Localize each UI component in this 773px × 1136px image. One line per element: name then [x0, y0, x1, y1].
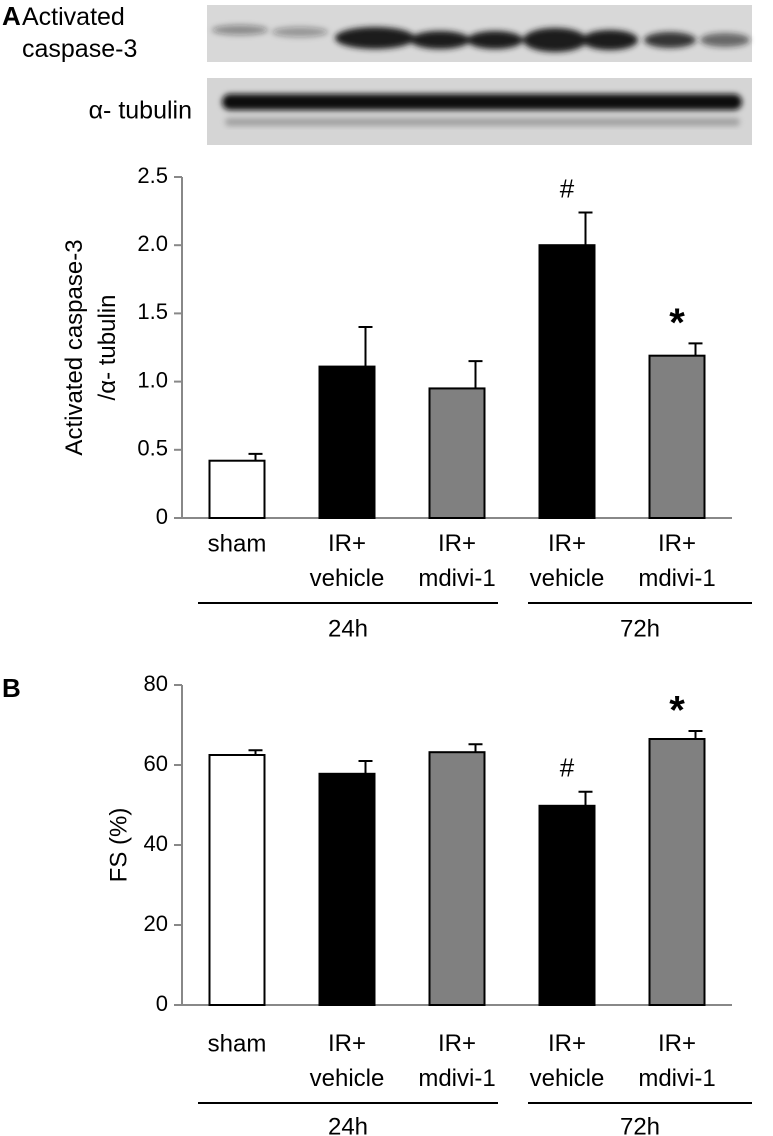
significance-marker: # — [560, 753, 575, 783]
y-tick-label: 0.5 — [137, 436, 168, 461]
x-tick-label: sham — [208, 530, 267, 557]
bar — [648, 354, 706, 519]
error-bar — [578, 211, 593, 246]
blot-caspase — [207, 5, 752, 62]
error-bar — [248, 452, 263, 461]
x-tick-label: IR+ mdivi-1 — [418, 1030, 495, 1092]
group-label: 72h — [620, 615, 660, 642]
bar — [648, 738, 706, 1006]
x-tick-label: IR+ vehicle — [530, 1030, 605, 1092]
bar — [318, 365, 376, 520]
group-label: 72h — [620, 1113, 660, 1136]
y-tick-label: 1.0 — [137, 367, 168, 392]
y-axis-label: Activated caspase-3/α- tubulin — [61, 239, 121, 455]
y-tick-label: 2.0 — [137, 231, 168, 256]
y-tick-label: 1.5 — [137, 299, 168, 324]
error-bar — [468, 743, 483, 753]
x-tick-label: IR+ vehicle — [310, 1030, 385, 1092]
bar — [208, 459, 266, 520]
blot-label: α- tubulin — [89, 97, 192, 125]
blot-tubulin — [207, 78, 752, 145]
y-tick-label: 2.5 — [137, 163, 168, 188]
error-bar — [248, 749, 263, 755]
panel-label: B — [2, 673, 21, 703]
group-label: 24h — [328, 615, 368, 642]
bar — [208, 754, 266, 1006]
y-tick-label: 0 — [156, 504, 168, 529]
significance-marker: * — [669, 301, 685, 345]
bar — [538, 244, 596, 519]
y-tick-label: 20 — [144, 911, 168, 936]
panel-label: A — [2, 1, 21, 31]
bar — [428, 751, 486, 1007]
y-tick-label: 0 — [156, 991, 168, 1016]
y-tick-label: 40 — [144, 831, 168, 856]
x-tick-label: IR+ mdivi-1 — [418, 530, 495, 592]
x-tick-label: IR+ vehicle — [530, 530, 605, 592]
error-bar — [358, 760, 373, 774]
x-tick-label: IR+ mdivi-1 — [638, 530, 715, 592]
group-label: 24h — [328, 1113, 368, 1136]
significance-marker: # — [560, 173, 575, 203]
x-tick-label: IR+ mdivi-1 — [638, 1030, 715, 1092]
blot-label: Activated caspase-3 — [22, 3, 137, 63]
x-tick-label: IR+ vehicle — [310, 530, 385, 592]
error-bar — [688, 730, 703, 739]
y-tick-label: 80 — [144, 671, 168, 696]
bar — [538, 804, 596, 1006]
significance-marker: * — [669, 689, 685, 733]
error-bar — [578, 790, 593, 806]
error-bar — [468, 360, 483, 389]
bar — [318, 772, 376, 1006]
y-tick-label: 60 — [144, 751, 168, 776]
x-tick-label: sham — [208, 1030, 267, 1057]
error-bar — [358, 326, 373, 367]
error-bar — [688, 342, 703, 356]
y-axis-label: FS (%) — [105, 808, 132, 883]
bar — [428, 387, 486, 520]
